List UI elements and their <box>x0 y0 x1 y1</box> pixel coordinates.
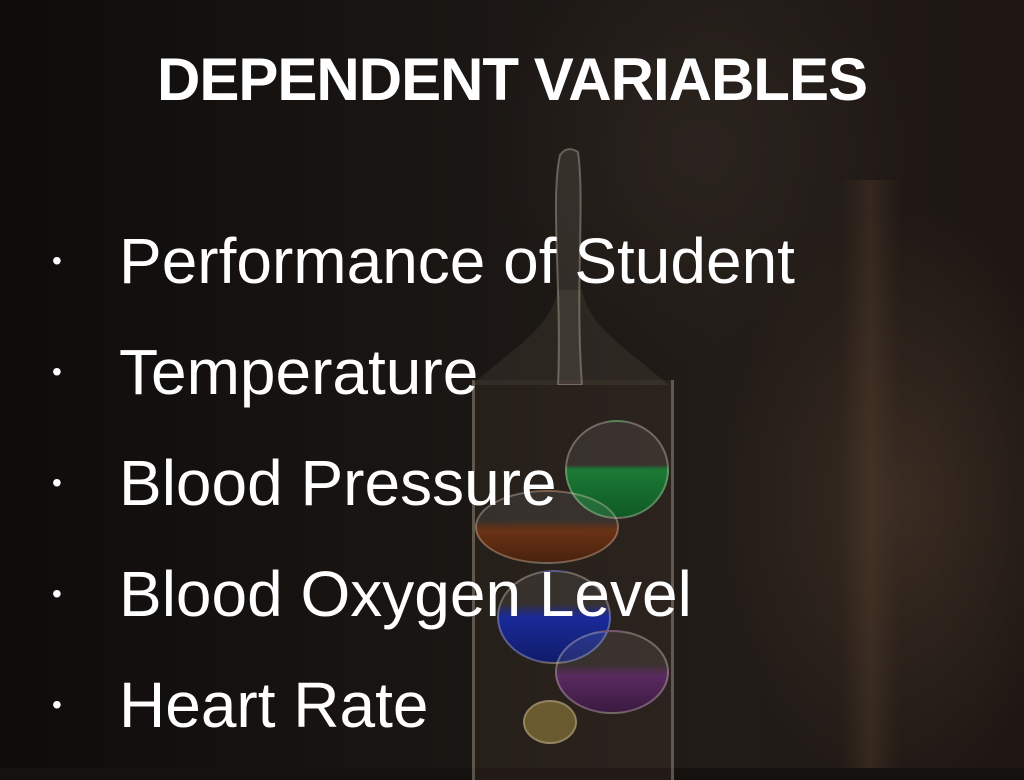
list-item: • Performance of Student <box>50 205 795 316</box>
item-label: Performance of Student <box>119 224 795 297</box>
thermometer-neck <box>472 148 668 385</box>
item-label: Temperature <box>119 335 479 408</box>
thermometer-tube <box>472 380 674 780</box>
list-item: • Heart Rate <box>50 649 795 760</box>
list-item: • Blood Pressure <box>50 427 795 538</box>
gold-tag <box>523 700 577 744</box>
list-item: • Temperature <box>50 316 795 427</box>
slide-title: DEPENDENT VARIABLES <box>157 46 868 113</box>
bullet-icon: • <box>52 244 62 276</box>
item-label: Blood Oxygen Level <box>119 557 692 630</box>
bullet-icon: • <box>52 355 62 387</box>
bullet-list: • Performance of Student • Temperature • Bl… <box>50 205 795 760</box>
bullet-icon: • <box>52 466 62 498</box>
bullet-icon: • <box>52 688 62 720</box>
item-label: Heart Rate <box>119 668 429 741</box>
list-item: • Blood Oxygen Level <box>50 538 795 649</box>
green-sphere <box>565 420 669 519</box>
orange-sphere <box>475 490 619 564</box>
background-pillar <box>840 180 900 768</box>
item-label: Blood Pressure <box>119 446 557 519</box>
purple-sphere <box>555 630 669 714</box>
bullet-icon: • <box>52 577 62 609</box>
